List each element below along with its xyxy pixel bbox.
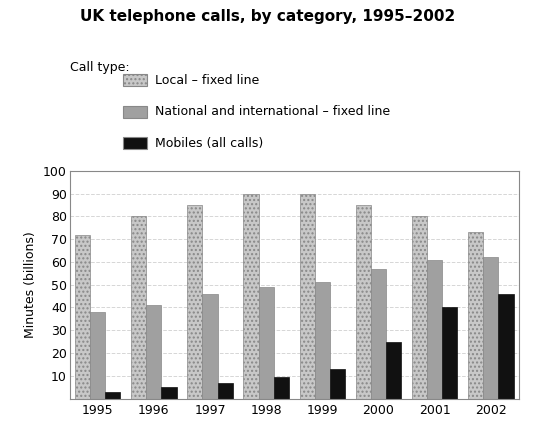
Text: Mobiles (all calls): Mobiles (all calls) xyxy=(155,137,263,150)
Bar xyxy=(274,377,289,399)
Bar xyxy=(218,383,233,399)
Bar xyxy=(105,392,120,399)
Bar xyxy=(90,312,105,399)
Bar xyxy=(483,258,499,399)
Y-axis label: Minutes (billions): Minutes (billions) xyxy=(24,231,37,338)
Bar xyxy=(356,205,371,399)
Bar xyxy=(386,342,401,399)
Bar xyxy=(315,283,330,399)
Bar xyxy=(202,294,218,399)
Bar xyxy=(258,287,274,399)
Bar xyxy=(162,387,177,399)
Bar xyxy=(300,194,315,399)
Bar xyxy=(187,205,202,399)
Text: Local – fixed line: Local – fixed line xyxy=(155,74,259,87)
Bar xyxy=(131,216,146,399)
Bar xyxy=(499,294,514,399)
Text: National and international – fixed line: National and international – fixed line xyxy=(155,105,390,118)
Bar xyxy=(75,235,90,399)
Bar xyxy=(468,232,483,399)
Bar xyxy=(146,305,162,399)
Text: UK telephone calls, by category, 1995–2002: UK telephone calls, by category, 1995–20… xyxy=(80,9,455,24)
Text: Call type:: Call type: xyxy=(70,61,129,74)
Bar xyxy=(412,216,427,399)
Bar xyxy=(243,194,258,399)
Bar xyxy=(427,260,442,399)
Bar xyxy=(330,369,345,399)
Bar xyxy=(371,269,386,399)
Bar xyxy=(442,307,457,399)
